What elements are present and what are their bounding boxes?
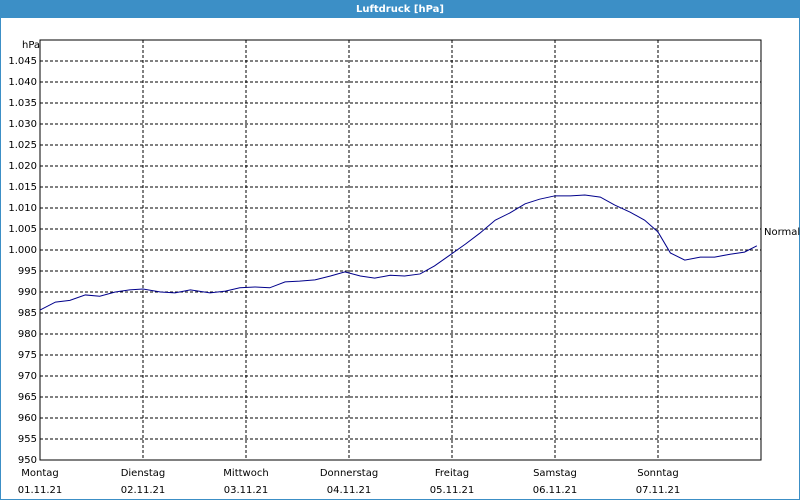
x-tick-label: Dienstag [121,468,166,479]
annotation: Normal [764,227,800,238]
y-tick-label: 1.005 [8,224,37,235]
y-tick-label: 955 [18,434,37,445]
y-tick-label: 1.040 [8,77,37,88]
y-tick-label: 975 [18,350,37,361]
y-axis-label: hPa [22,40,40,51]
x-tick-date: 03.11.21 [224,485,269,496]
y-tick-label: 1.000 [8,245,37,256]
y-tick-label: 950 [18,455,37,466]
x-tick-label: Sonntag [637,468,679,479]
y-tick-label: 1.015 [8,182,37,193]
x-tick-date: 01.11.21 [18,485,63,496]
title-bar [0,0,800,18]
y-tick-label: 985 [18,308,37,319]
x-tick-label: Mittwoch [223,468,268,479]
y-tick-label: 1.010 [8,203,37,214]
y-tick-label: 1.045 [8,56,37,67]
y-tick-label: 970 [18,371,37,382]
y-tick-label: 1.025 [8,140,37,151]
y-tick-label: 1.030 [8,119,37,130]
y-tick-label: 995 [18,266,37,277]
x-tick-date: 05.11.21 [430,485,475,496]
y-tick-label: 990 [18,287,37,298]
x-tick-label: Donnerstag [320,468,378,479]
x-tick-date: 04.11.21 [327,485,372,496]
x-tick-label: Samstag [533,468,577,479]
x-tick-label: Montag [21,468,58,479]
y-tick-label: 965 [18,392,37,403]
y-tick-label: 1.035 [8,98,37,109]
y-tick-label: 980 [18,329,37,340]
chart-title: Luftdruck [hPa] [356,4,444,15]
y-tick-label: 1.020 [8,161,37,172]
y-tick-label: 960 [18,413,37,424]
x-tick-date: 06.11.21 [533,485,578,496]
x-tick-date: 02.11.21 [121,485,166,496]
x-tick-label: Freitag [435,468,469,479]
data-line [39,194,758,311]
x-tick-date: 07.11.21 [636,485,681,496]
